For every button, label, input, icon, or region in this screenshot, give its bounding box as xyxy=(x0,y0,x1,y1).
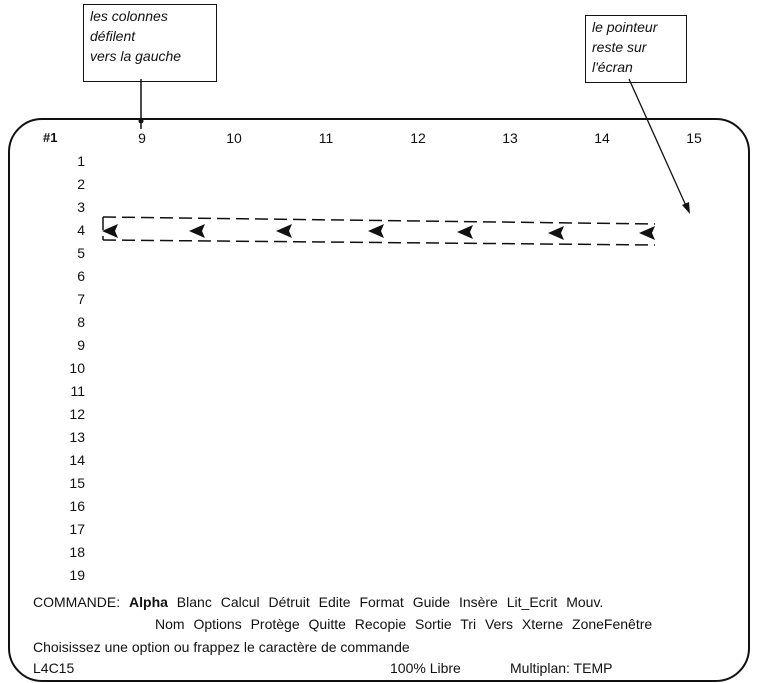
callout-pointer-stays: le pointeur reste sur l'écran xyxy=(585,15,687,83)
arrow-pointer-icon xyxy=(548,226,564,240)
command-menu-line-1: COMMANDE: Alpha Blanc Calcul Détruit Edi… xyxy=(33,594,603,610)
status-free-memory: 100% Libre xyxy=(390,660,461,676)
command-guide[interactable]: Guide xyxy=(412,594,451,610)
command-protege[interactable]: Protège xyxy=(250,616,300,632)
row-header[interactable]: 1 xyxy=(77,153,85,169)
column-header[interactable]: 11 xyxy=(318,130,334,146)
command-edite[interactable]: Edite xyxy=(318,594,351,610)
row-header[interactable]: 17 xyxy=(69,521,85,537)
arrow-pointer-icon xyxy=(276,224,292,238)
column-header[interactable]: 9 xyxy=(138,130,146,146)
command-detruit[interactable]: Détruit xyxy=(268,594,310,610)
arrow-pointer-icon xyxy=(189,224,205,238)
row-header[interactable]: 6 xyxy=(77,268,85,284)
command-blanc[interactable]: Blanc xyxy=(176,594,212,610)
window-number: #1 xyxy=(43,130,58,145)
status-file-name: Multiplan: TEMP xyxy=(510,660,613,676)
row-header[interactable]: 2 xyxy=(77,176,85,192)
column-header[interactable]: 12 xyxy=(410,130,426,146)
command-quitte[interactable]: Quitte xyxy=(308,616,346,632)
command-xterne[interactable]: Xterne xyxy=(521,616,564,632)
command-mouv[interactable]: Mouv. xyxy=(566,594,604,610)
command-calcul[interactable]: Calcul xyxy=(220,594,260,610)
callout-line: défilent xyxy=(90,28,136,44)
command-nom[interactable]: Nom xyxy=(155,616,185,632)
column-header[interactable]: 10 xyxy=(226,130,242,146)
pointer-arrows xyxy=(102,224,655,240)
leader-line xyxy=(628,78,688,209)
command-recopie[interactable]: Recopie xyxy=(354,616,407,632)
command-lit-ecrit[interactable]: Lit_Ecrit xyxy=(506,594,558,610)
command-tri[interactable]: Tri xyxy=(460,616,477,632)
command-zonefenetre[interactable]: ZoneFenêtre xyxy=(572,616,653,632)
arrowhead-icon xyxy=(682,202,690,214)
row-header[interactable]: 12 xyxy=(69,406,85,422)
command-alpha[interactable]: Alpha xyxy=(129,594,168,610)
callout-line: les colonnes xyxy=(90,8,168,24)
column-header[interactable]: 13 xyxy=(502,130,518,146)
row-header[interactable]: 4 xyxy=(77,222,85,238)
column-header[interactable]: 15 xyxy=(686,130,702,146)
command-insere[interactable]: Insère xyxy=(458,594,498,610)
screen-frame xyxy=(8,118,750,682)
command-menu-line-2: Nom Options Protège Quitte Recopie Sorti… xyxy=(155,616,652,632)
message-line: Choisissez une option ou frappez le cara… xyxy=(33,639,410,655)
command-options[interactable]: Options xyxy=(193,616,242,632)
row-header[interactable]: 18 xyxy=(69,544,85,560)
arrow-pointer-icon xyxy=(368,224,384,238)
callout-line: vers la gauche xyxy=(90,48,182,64)
callout-line: l'écran xyxy=(592,59,633,75)
row-header[interactable]: 19 xyxy=(69,567,85,583)
leader-dot xyxy=(138,118,144,124)
row-header[interactable]: 15 xyxy=(69,475,85,491)
command-label: COMMANDE: xyxy=(33,594,121,610)
row-header[interactable]: 11 xyxy=(70,383,85,399)
callout-columns-scroll: les colonnes défilent vers la gauche xyxy=(83,4,217,82)
column-header[interactable]: 14 xyxy=(594,130,610,146)
arrow-pointer-icon xyxy=(457,225,473,239)
row-header[interactable]: 14 xyxy=(69,452,85,468)
row-header[interactable]: 16 xyxy=(69,498,85,514)
cell-pointer-trail xyxy=(102,216,656,246)
callout-line: le pointeur xyxy=(592,19,658,35)
row-header[interactable]: 13 xyxy=(69,429,85,445)
arrow-pointer-icon xyxy=(639,226,655,240)
row-header[interactable]: 10 xyxy=(69,360,85,376)
callout-line: reste sur xyxy=(592,39,647,55)
row-header[interactable]: 5 xyxy=(77,245,85,261)
row-header[interactable]: 9 xyxy=(77,337,85,353)
command-format[interactable]: Format xyxy=(359,594,404,610)
row-header[interactable]: 3 xyxy=(77,199,85,215)
row-header[interactable]: 8 xyxy=(77,314,85,330)
command-vers[interactable]: Vers xyxy=(484,616,513,632)
row-header[interactable]: 7 xyxy=(77,291,85,307)
command-sortie[interactable]: Sortie xyxy=(415,616,452,632)
status-cell-reference: L4C15 xyxy=(33,660,75,676)
arrow-pointer-icon xyxy=(102,224,118,238)
